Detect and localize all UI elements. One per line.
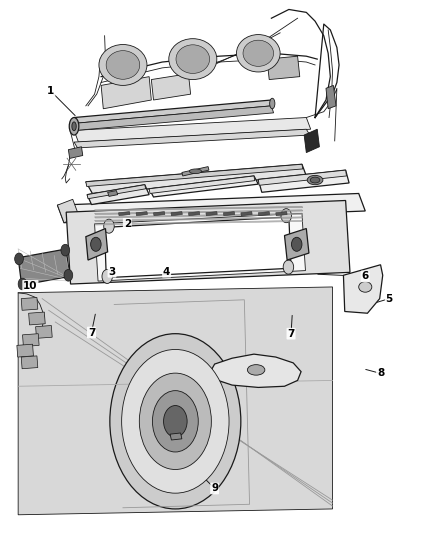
Text: 10: 10 [23, 281, 38, 291]
Polygon shape [18, 287, 332, 515]
Polygon shape [170, 433, 182, 440]
Polygon shape [68, 147, 83, 158]
Polygon shape [258, 212, 270, 216]
Polygon shape [258, 170, 346, 185]
Polygon shape [74, 106, 274, 131]
Polygon shape [95, 213, 303, 218]
Polygon shape [136, 212, 148, 216]
Circle shape [102, 269, 113, 284]
Ellipse shape [247, 365, 265, 375]
Ellipse shape [270, 98, 275, 109]
Polygon shape [209, 354, 301, 387]
Circle shape [283, 260, 293, 274]
Text: 6: 6 [362, 271, 369, 281]
Polygon shape [182, 167, 209, 176]
Circle shape [110, 334, 241, 509]
Circle shape [91, 237, 101, 252]
Polygon shape [285, 229, 309, 260]
Circle shape [61, 244, 70, 256]
Polygon shape [105, 217, 291, 280]
Polygon shape [86, 229, 108, 260]
Polygon shape [86, 164, 303, 187]
Polygon shape [149, 176, 255, 193]
Polygon shape [74, 100, 274, 123]
Polygon shape [87, 185, 149, 205]
Polygon shape [87, 185, 146, 199]
Polygon shape [223, 212, 235, 216]
Polygon shape [343, 265, 383, 313]
Circle shape [291, 237, 302, 252]
Polygon shape [206, 212, 217, 216]
Polygon shape [95, 210, 303, 214]
Circle shape [64, 269, 73, 281]
Circle shape [18, 278, 27, 290]
Polygon shape [95, 217, 303, 222]
Polygon shape [188, 212, 200, 216]
Ellipse shape [169, 39, 217, 79]
Text: 8: 8 [377, 368, 384, 378]
Polygon shape [35, 326, 52, 338]
Circle shape [281, 208, 291, 223]
Polygon shape [258, 170, 349, 192]
Polygon shape [326, 85, 336, 109]
Circle shape [104, 219, 114, 233]
Polygon shape [241, 212, 252, 216]
Text: 9: 9 [211, 483, 218, 494]
Text: 2: 2 [124, 219, 131, 229]
Polygon shape [149, 176, 258, 197]
Ellipse shape [237, 35, 280, 72]
Polygon shape [28, 312, 45, 325]
Circle shape [152, 391, 198, 452]
Polygon shape [21, 297, 38, 310]
Ellipse shape [243, 40, 274, 66]
Polygon shape [18, 249, 70, 285]
Ellipse shape [307, 175, 323, 185]
Polygon shape [171, 212, 182, 216]
Ellipse shape [72, 122, 76, 131]
Circle shape [139, 373, 212, 470]
Ellipse shape [99, 45, 147, 85]
Ellipse shape [106, 51, 140, 79]
Polygon shape [86, 164, 306, 193]
Ellipse shape [69, 118, 79, 135]
Text: 1: 1 [47, 86, 54, 96]
Circle shape [163, 406, 187, 437]
Polygon shape [17, 344, 33, 357]
Circle shape [122, 350, 229, 493]
Polygon shape [276, 212, 287, 216]
Ellipse shape [176, 45, 210, 74]
Polygon shape [304, 129, 319, 152]
Text: 7: 7 [287, 329, 295, 338]
Ellipse shape [359, 281, 372, 292]
Ellipse shape [189, 169, 201, 174]
Polygon shape [74, 118, 311, 142]
Polygon shape [95, 206, 303, 211]
Polygon shape [108, 191, 118, 196]
Polygon shape [74, 129, 310, 148]
Polygon shape [95, 220, 303, 225]
Polygon shape [66, 200, 350, 284]
Polygon shape [119, 212, 130, 216]
Polygon shape [22, 334, 39, 346]
Polygon shape [101, 77, 151, 109]
Polygon shape [151, 74, 191, 100]
Text: 7: 7 [88, 327, 95, 337]
Polygon shape [153, 212, 165, 216]
Text: 4: 4 [163, 266, 170, 277]
Polygon shape [267, 56, 300, 79]
Circle shape [14, 253, 23, 265]
Text: 5: 5 [385, 294, 393, 304]
Polygon shape [21, 356, 38, 369]
Polygon shape [95, 213, 305, 281]
Polygon shape [57, 199, 79, 223]
Polygon shape [57, 193, 365, 223]
Ellipse shape [310, 177, 320, 183]
Text: 3: 3 [109, 266, 116, 277]
